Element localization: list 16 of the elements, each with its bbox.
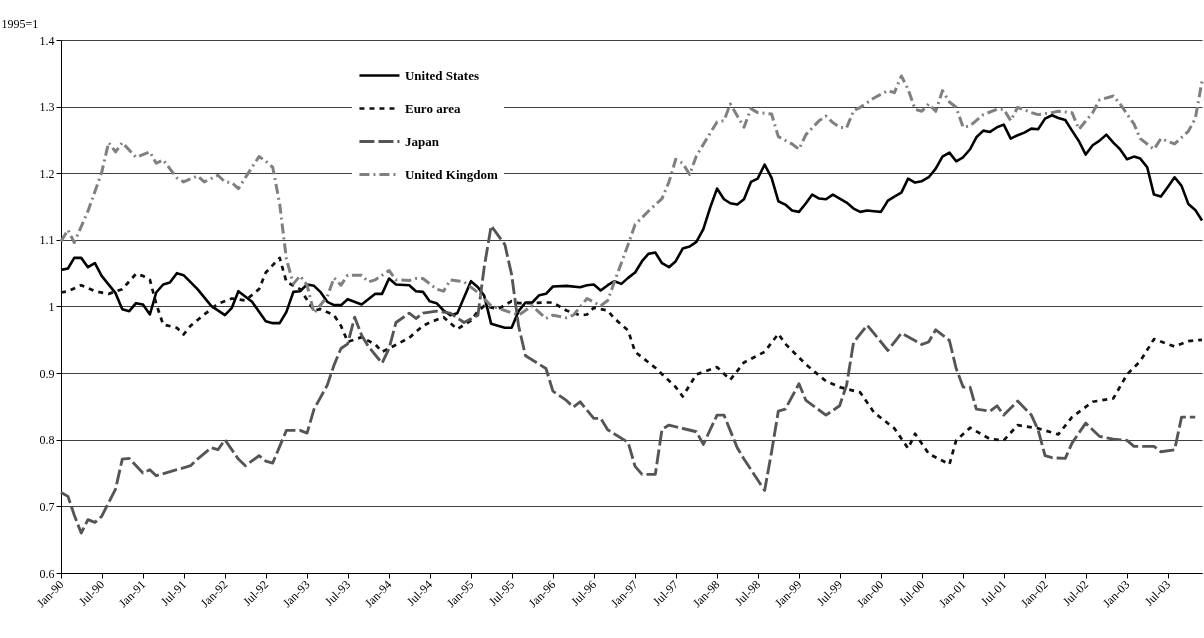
legend-label: United States (404, 67, 479, 83)
legend-label: Euro area (404, 100, 461, 116)
legend-label: Japan (404, 133, 440, 149)
y-tick-label: 0.7 (39, 499, 55, 514)
y-tick-label: 0.6 (39, 566, 55, 581)
y-tick-label: 1.1 (39, 233, 55, 248)
line-series (59, 256, 1204, 466)
line-series (59, 224, 1197, 535)
y-tick-label: 0.9 (39, 366, 55, 381)
y-axis-title: 1995=1 (1, 16, 39, 31)
y-tick-label: 1.4 (39, 33, 55, 48)
y-tick-label: 1 (48, 300, 55, 314)
y-tick-label: 1.3 (39, 100, 55, 115)
legend-label: United Kingdom (404, 166, 498, 182)
y-tick-label: 1.2 (39, 166, 55, 181)
y-tick-label: 0.8 (39, 433, 55, 448)
